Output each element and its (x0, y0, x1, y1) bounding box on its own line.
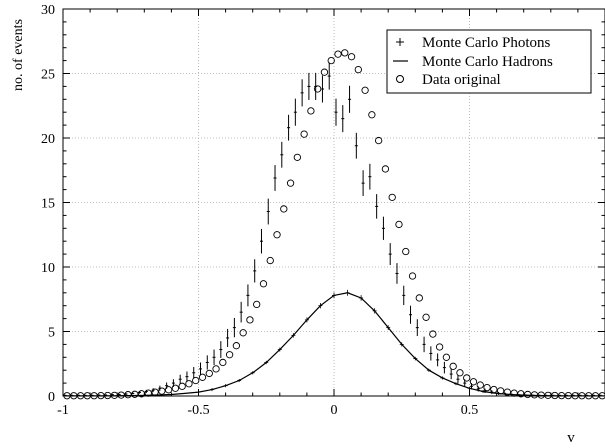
data-original-point (442, 353, 451, 361)
data-original-point (253, 300, 261, 309)
data-original-point (341, 49, 349, 57)
data-original-point (219, 358, 227, 367)
legend-photons-label: Monte Carlo Photons (422, 35, 550, 51)
y-tick-label: 5 (48, 326, 55, 341)
data-original-point (435, 343, 444, 351)
data-original-point (307, 107, 315, 115)
grid-lines (63, 9, 605, 396)
data-original-point (347, 53, 356, 61)
data-original-point (232, 342, 241, 350)
data-original-point (273, 231, 281, 239)
axis-ticks (62, 8, 605, 397)
data-original-point (456, 369, 464, 377)
legend-data-label: Data original (422, 72, 501, 88)
data-original-point (402, 247, 410, 256)
y-tick-label: 0 (48, 390, 55, 405)
data-original-point (164, 386, 173, 394)
data-original-point (225, 351, 234, 359)
data-original-point (354, 65, 362, 74)
x-axis-label: v (567, 430, 575, 446)
tick-labels: -1 -0.5 0 0.5 0 5 10 15 20 25 30 (41, 3, 478, 418)
data-original-point (490, 385, 498, 394)
data-original-point (239, 329, 247, 337)
data-original-point (246, 316, 254, 324)
data-original-point (259, 280, 268, 288)
data-original-point (415, 294, 423, 302)
legend: Monte Carlo Photons Monte Carlo Hadrons … (386, 29, 592, 94)
x-tick-label: 0.5 (461, 403, 479, 418)
data-original-point (198, 373, 207, 381)
y-axis-label: no. of events (11, 19, 26, 91)
data-original-point (395, 220, 403, 229)
data-original-point (192, 376, 200, 385)
y-tick-label: 15 (41, 197, 55, 212)
data-original-point (422, 313, 430, 321)
legend-data-symbol (396, 75, 404, 83)
y-tick-label: 30 (41, 3, 55, 18)
data-original-point (469, 378, 478, 386)
data-original-point (320, 68, 329, 76)
data-original-point (327, 56, 335, 65)
data-original-point (178, 382, 186, 390)
data-original-point (205, 369, 213, 378)
data-original-point (266, 256, 274, 265)
data-original-point (361, 86, 369, 94)
y-tick-label: 10 (41, 261, 55, 276)
data-original-point (503, 388, 512, 396)
data-original-point (151, 388, 159, 396)
data-original-point (293, 153, 301, 162)
data-original-point (510, 389, 518, 397)
data-original-point (429, 330, 437, 338)
data-original-point (300, 130, 308, 138)
data-original-point (388, 193, 396, 201)
data-original-point (374, 136, 383, 145)
x-tick-label: -1 (57, 403, 69, 418)
data-original-point (449, 362, 457, 370)
data-original-point (280, 205, 288, 213)
data-original-point (158, 387, 166, 395)
data-original-point (496, 387, 505, 395)
x-tick-label: 0 (331, 403, 338, 418)
legend-hadrons-label: Monte Carlo Hadrons (422, 54, 553, 70)
x-tick-label: -0.5 (187, 403, 209, 418)
data-original-point (408, 272, 417, 280)
data-original-point (314, 85, 322, 93)
legend-box (386, 29, 592, 94)
data-original-point (476, 381, 484, 389)
data-original-point (212, 365, 220, 373)
data-original-point (463, 374, 471, 382)
data-original-point (368, 111, 376, 119)
legend-photons-symbol (396, 38, 404, 46)
data-original-point (185, 380, 193, 388)
hadrons-line (63, 292, 605, 397)
data-original-point (286, 179, 295, 187)
y-tick-label: 20 (41, 132, 55, 147)
data-original-point (483, 383, 491, 392)
data-original-point (334, 50, 342, 58)
photons-series (63, 62, 602, 396)
data-original-point (171, 384, 180, 392)
data-original-point (381, 165, 390, 173)
y-tick-label: 25 (41, 68, 55, 83)
